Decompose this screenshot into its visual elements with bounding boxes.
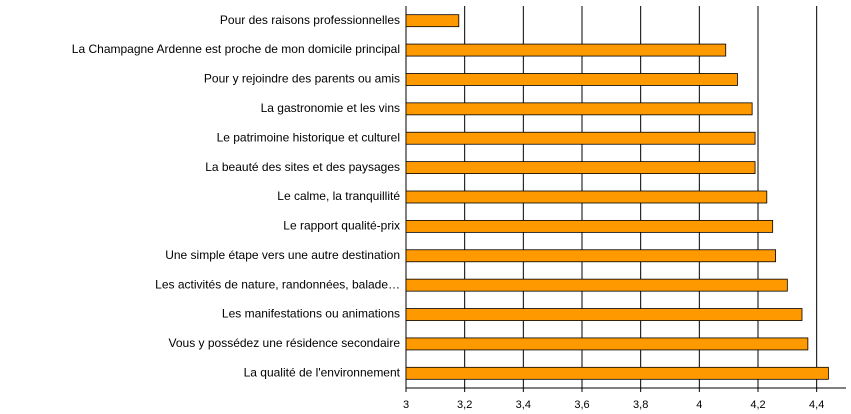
y-tick-label: Le patrimoine historique et culturel bbox=[217, 130, 400, 144]
y-tick-label: Pour y rejoindre des parents ou amis bbox=[204, 72, 400, 86]
x-tick-label: 4,4 bbox=[809, 399, 824, 411]
y-tick-label: Le calme, la tranquillité bbox=[277, 189, 400, 203]
bar bbox=[405, 73, 738, 86]
y-tick-label: Vous y possédez une résidence secondaire bbox=[169, 336, 401, 350]
y-tick-label: La qualité de l'environnement bbox=[244, 365, 401, 379]
bar bbox=[405, 337, 809, 351]
y-tick-label: La gastronomie et les vins bbox=[261, 101, 400, 115]
y-tick-label: La Champagne Ardenne est proche de mon d… bbox=[72, 42, 400, 56]
bar bbox=[405, 308, 803, 321]
y-tick-label: Les manifestations ou animations bbox=[222, 307, 400, 321]
bar bbox=[405, 249, 777, 263]
x-tick-label: 3,6 bbox=[574, 399, 589, 411]
x-tick-label: 4 bbox=[696, 399, 702, 411]
bar bbox=[405, 14, 460, 28]
x-tick-label: 3,8 bbox=[633, 399, 648, 411]
x-tick-label: 4,2 bbox=[750, 399, 765, 411]
y-tick-label: Les activités de nature, randonnées, bal… bbox=[155, 277, 400, 291]
bar bbox=[405, 190, 768, 204]
bar bbox=[405, 219, 774, 233]
y-tick-label: Le rapport qualité-prix bbox=[283, 219, 400, 233]
y-tick-label: Une simple étape vers une autre destinat… bbox=[165, 248, 400, 262]
bar bbox=[405, 102, 753, 116]
bar bbox=[405, 278, 788, 292]
bar bbox=[405, 161, 756, 175]
y-tick-label: Pour des raisons professionnelles bbox=[220, 13, 400, 27]
bar bbox=[405, 43, 727, 57]
x-tick-label: 3 bbox=[403, 399, 409, 411]
x-tick-label: 3,4 bbox=[516, 399, 531, 411]
y-tick-label: La beauté des sites et des paysages bbox=[205, 160, 400, 174]
bar bbox=[405, 366, 829, 380]
x-tick-label: 3,2 bbox=[457, 399, 472, 411]
bar bbox=[405, 131, 756, 145]
